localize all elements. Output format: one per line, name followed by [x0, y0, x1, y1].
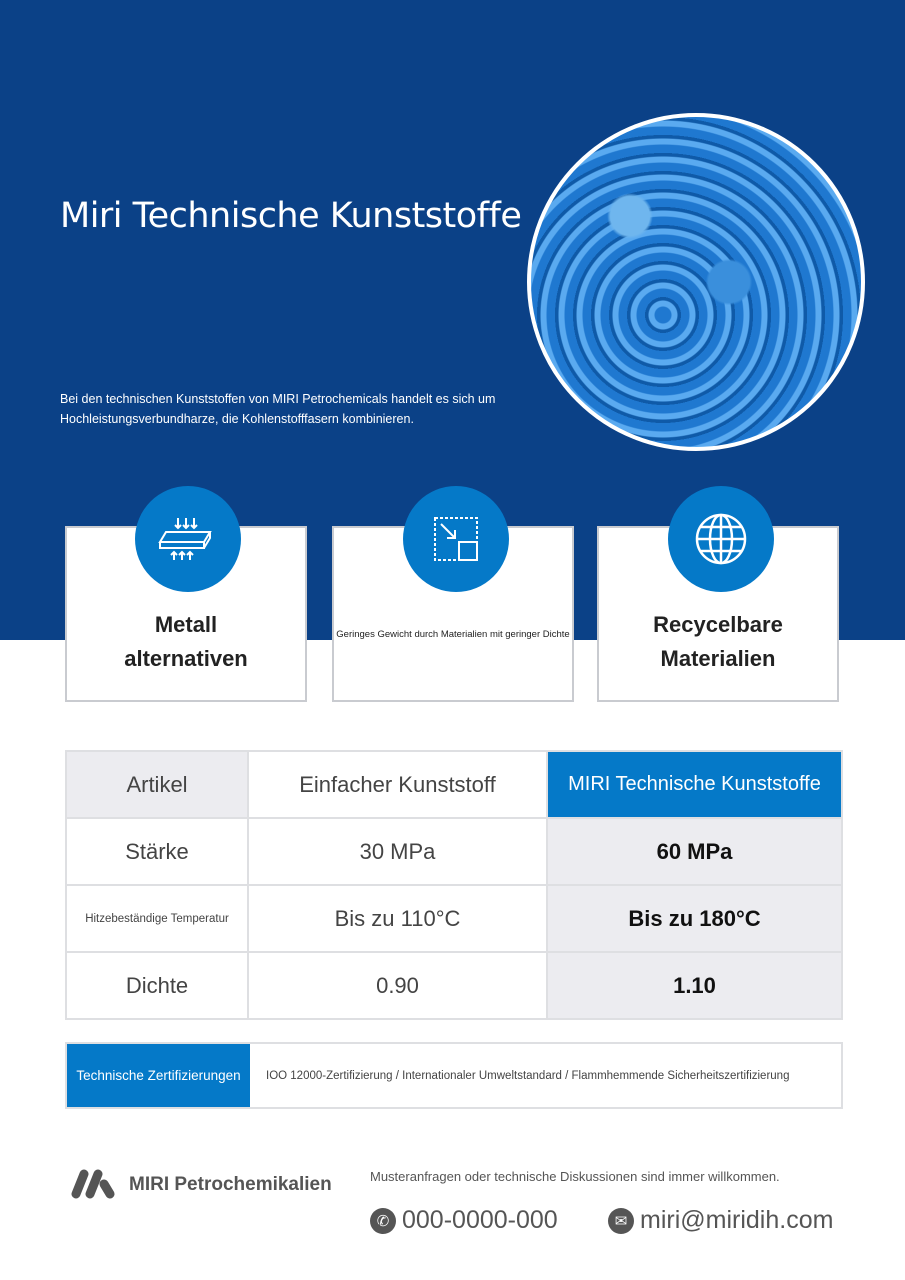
phone-icon: ✆	[370, 1207, 396, 1234]
row-label: Stärke	[65, 817, 249, 886]
globe-icon	[668, 486, 774, 592]
feature-card-recycle: Recycelbare Materialien	[597, 526, 839, 702]
brand-name: MIRI Petrochemikalien	[129, 1174, 332, 1195]
cell: 0.90	[247, 951, 548, 1020]
feature-label: Metall alternativen	[124, 612, 248, 671]
cell: 60 MPa	[546, 817, 843, 886]
certifications: Technische Zertifizierungen IOO 12000-Zer…	[65, 1042, 843, 1109]
mail-icon: ✉	[608, 1207, 634, 1234]
feature-label: Recycelbare Materialien	[653, 612, 783, 671]
cert-value: IOO 12000-Zertifizierung / International…	[266, 1069, 790, 1082]
row-label: Dichte	[65, 951, 249, 1020]
table-header-row: Artikel Einfacher Kunststoff MIRI Technisc…	[65, 750, 843, 819]
header-cell: Artikel	[65, 750, 249, 819]
row-label: Hitzebeständige Temperatur	[65, 884, 249, 953]
feature-label: Geringes Gewicht durch Materialien mit g…	[336, 629, 570, 640]
description: Bei den technischen Kunststoffen von MIR…	[60, 392, 496, 426]
cell: 1.10	[546, 951, 843, 1020]
cell: 30 MPa	[247, 817, 548, 886]
comparison-table: Artikel Einfacher Kunststoff MIRI Technisc…	[65, 750, 843, 1020]
table-row: Stärke 30 MPa 60 MPa	[65, 817, 843, 886]
email-address[interactable]: miri@miridih.com	[640, 1206, 834, 1234]
header-cell: MIRI Technische Kunststoffe	[546, 750, 843, 819]
page-title: Miri Technische Kunststoffe	[60, 196, 522, 236]
email: ✉ miri@miridih.com	[608, 1206, 833, 1235]
table-row: Dichte 0.90 1.10	[65, 951, 843, 1020]
cert-label: Technische Zertifizierungen	[67, 1044, 250, 1107]
brand-logo-icon	[71, 1169, 115, 1199]
pressure-plate-icon	[135, 486, 241, 592]
plastic-pellets-image	[527, 113, 865, 451]
contact-note: Musteranfragen oder technische Diskussio…	[370, 1169, 780, 1184]
phone: ✆ 000-0000-000	[370, 1206, 558, 1235]
table-row: Hitzebeständige Temperatur Bis zu 110°C Bi…	[65, 884, 843, 953]
cell: Bis zu 110°C	[247, 884, 548, 953]
resize-icon	[403, 486, 509, 592]
header-cell: Einfacher Kunststoff	[247, 750, 548, 819]
phone-number: 000-0000-000	[402, 1206, 558, 1234]
cell: Bis zu 180°C	[546, 884, 843, 953]
